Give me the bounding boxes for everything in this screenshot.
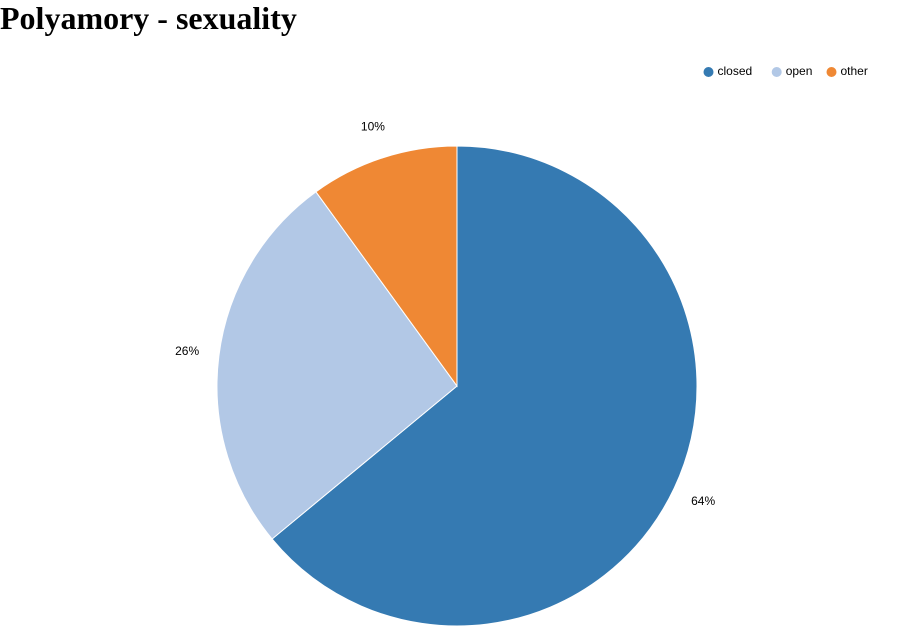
- slice-label-closed: 64%: [691, 494, 715, 508]
- legend: closed open other: [703, 64, 868, 78]
- legend-swatch-other: [826, 67, 837, 77]
- slice-labels: 64% 26% 10%: [175, 119, 715, 507]
- legend-label-open: open: [786, 64, 813, 78]
- pie-slice-other: [315, 145, 458, 388]
- legend-swatch-closed: [703, 67, 714, 77]
- pie-slices: [216, 145, 698, 627]
- legend-swatch-open: [771, 67, 782, 77]
- legend-item-closed[interactable]: closed: [703, 64, 753, 78]
- pie-slice-closed: [271, 145, 698, 627]
- pie-slice-open: [216, 191, 458, 540]
- slice-label-open: 26%: [175, 344, 199, 358]
- page-title: Polyamory - sexuality: [0, 0, 297, 36]
- legend-label-closed: closed: [718, 64, 753, 78]
- legend-item-open[interactable]: open: [771, 64, 813, 78]
- legend-item-other[interactable]: other: [826, 64, 868, 78]
- slice-label-other: 10%: [361, 119, 385, 133]
- legend-label-other: other: [841, 64, 868, 78]
